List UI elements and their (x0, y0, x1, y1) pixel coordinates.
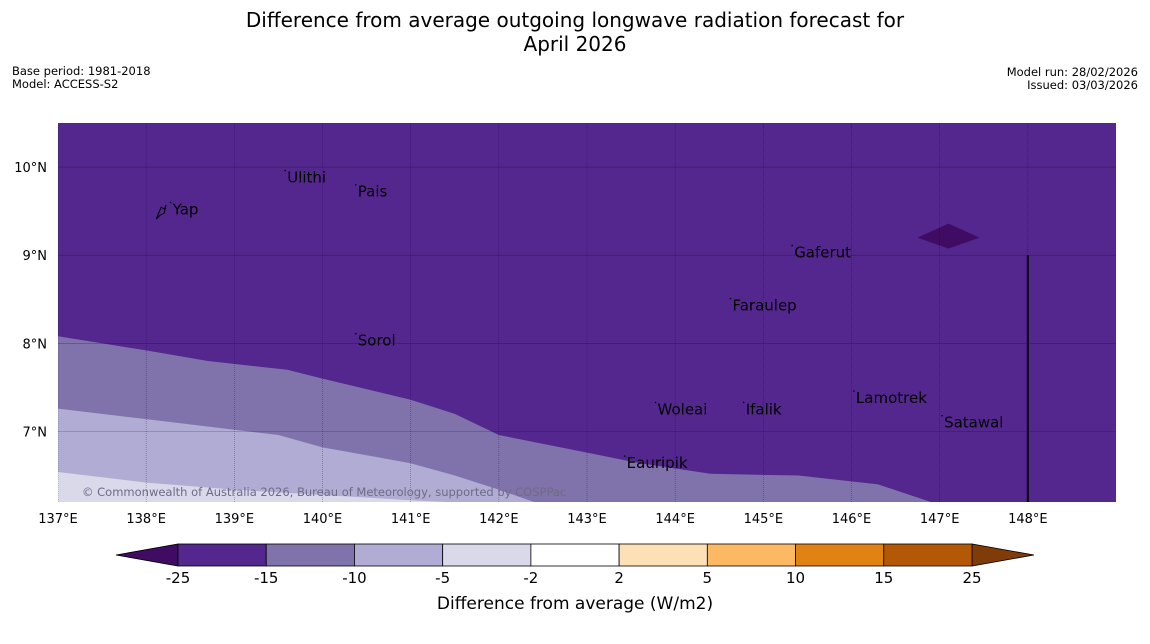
island-marker (284, 169, 287, 172)
place-label-faraulep: Faraulep (732, 296, 796, 314)
island-marker (791, 244, 793, 247)
island-marker (941, 414, 943, 417)
island-marker (742, 401, 745, 404)
model-run: Model run: 28/02/2026 (1006, 65, 1138, 79)
colorbar-segment (354, 543, 444, 567)
meta-right: Model run: 28/02/2026 Issued: 03/03/2026 (1007, 66, 1138, 92)
chart-title: Difference from average outgoing longwav… (0, 8, 1150, 56)
meta-left: Base period: 1981-2018 Model: ACCESS-S2 (12, 65, 151, 91)
contour-band (58, 472, 446, 502)
lon-tick-label: 143°E (567, 512, 607, 527)
lat-tick-label: 10°N (14, 161, 47, 176)
colorbar-label: Difference from average (W/m2) (436, 594, 714, 614)
lon-tick-label: 140°E (303, 512, 343, 527)
lat-tick-label: 9°N (23, 249, 48, 264)
yap-island-outline (155, 204, 167, 220)
base-period: Base period: 1981-2018 (12, 64, 151, 78)
place-label-pais: Pais (358, 183, 388, 201)
lon-tick-label: 137°E (38, 512, 78, 527)
contour-band (58, 408, 535, 502)
colorbar-segment (706, 543, 796, 567)
place-label-ifalik: Ifalik (746, 400, 782, 418)
colorbar-segment (883, 543, 973, 567)
colorbar-tick-label: -15 (254, 569, 279, 587)
colorbar-segment (442, 543, 532, 567)
copyright-text: © Commonwealth of Australia 2026, Bureau… (82, 485, 566, 499)
place-label-lamotrek: Lamotrek (856, 389, 927, 407)
colorbar-tick-label: -2 (523, 569, 538, 587)
lat-tick-label: 8°N (23, 337, 48, 352)
lon-tick-label: 144°E (655, 512, 695, 527)
colorbar-tick-label: 10 (786, 569, 805, 587)
island-marker (623, 455, 626, 458)
place-label-eauripik: Eauripik (627, 454, 688, 472)
lon-tick-label: 138°E (126, 512, 166, 527)
model-name: Model: ACCESS-S2 (12, 77, 119, 91)
place-label-gaferut: Gaferut (794, 244, 851, 262)
island-marker (654, 401, 657, 404)
colorbar-segment (265, 543, 355, 567)
place-label-woleai: Woleai (658, 400, 708, 418)
island-marker (354, 183, 357, 186)
place-label-ulithi: Ulithi (287, 169, 326, 187)
place-label-satawal: Satawal (944, 414, 1003, 432)
colorbar-tick-label: 15 (874, 569, 893, 587)
colorbar-segment (618, 543, 708, 567)
issued-date: Issued: 03/03/2026 (1027, 78, 1138, 92)
lon-tick-label: 148°E (1008, 512, 1048, 527)
island-marker (729, 297, 732, 300)
lon-tick-label: 142°E (479, 512, 519, 527)
colorbar-tick-label: 25 (962, 569, 981, 587)
colorbar-segment (795, 543, 885, 567)
title-line-2: April 2026 (523, 32, 627, 56)
colorbar-tick-label: -5 (435, 569, 450, 587)
place-label-sorol: Sorol (358, 332, 396, 350)
colorbar-segment (177, 543, 267, 567)
lon-tick-label: 145°E (744, 512, 784, 527)
lon-tick-label: 146°E (832, 512, 872, 527)
colorbar-over-arrow (971, 543, 1035, 567)
island-marker (354, 332, 357, 335)
lon-tick-label: 139°E (215, 512, 255, 527)
island-marker (169, 201, 172, 204)
lat-tick-label: 7°N (23, 425, 48, 440)
colorbar-tick-label: -25 (166, 569, 191, 587)
colorbar-tick-label: -10 (342, 569, 367, 587)
map-fill-layer: © Commonwealth of Australia 2026, Bureau… (58, 123, 1116, 502)
colorbar-tick-label: 5 (703, 569, 713, 587)
low-anomaly-feature (917, 223, 980, 249)
colorbar-segment (530, 543, 620, 567)
island-marker (853, 390, 855, 392)
colorbar-tick-label: 2 (614, 569, 624, 587)
lon-tick-label: 141°E (391, 512, 431, 527)
lon-tick-label: 147°E (920, 512, 960, 527)
colorbar-under-arrow (115, 543, 179, 567)
title-line-1: Difference from average outgoing longwav… (245, 8, 905, 32)
place-label-yap: Yap (172, 200, 199, 218)
